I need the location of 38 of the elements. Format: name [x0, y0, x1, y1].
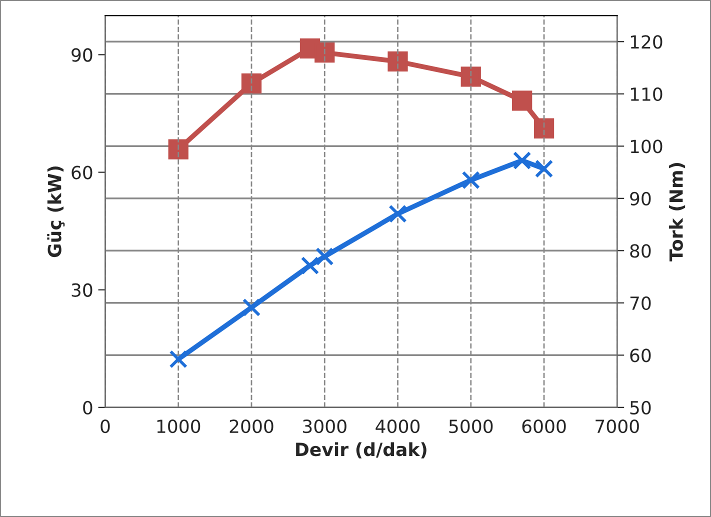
- y-tick-label: 30: [72, 283, 92, 297]
- y-axis-title: Güç (kW): [47, 166, 65, 258]
- point: [315, 247, 334, 266]
- y2-tick-label: 50: [630, 400, 651, 415]
- point: [388, 51, 408, 72]
- x-tick-label: 7000: [596, 420, 639, 434]
- y2-tick-label: 110: [630, 87, 662, 102]
- x-tick-label: 4000: [376, 420, 420, 434]
- point: [534, 118, 554, 138]
- y-tick-label: 0: [83, 400, 92, 415]
- x-tick-label: 2000: [230, 420, 274, 434]
- point: [460, 66, 481, 87]
- y-tick-label: 60: [72, 166, 92, 180]
- x-tick-label: 5000: [449, 420, 493, 434]
- x-tick-label: 6000: [522, 420, 566, 434]
- point: [169, 350, 188, 368]
- y2-tick-label: 80: [630, 244, 651, 258]
- point: [242, 298, 261, 317]
- y-tick-label: 90: [72, 48, 92, 62]
- point: [388, 204, 407, 223]
- y2-tick-label: 70: [630, 296, 651, 310]
- x-tick-label: 3000: [303, 420, 346, 434]
- point: [512, 151, 532, 170]
- point: [300, 256, 320, 275]
- point: [462, 170, 480, 190]
- x-axis-title: Devir (d/dak): [296, 442, 426, 458]
- x-tick-label: 1000: [157, 420, 200, 434]
- point: [534, 160, 554, 178]
- point: [512, 90, 532, 111]
- y2-tick-label: 60: [630, 348, 651, 362]
- point: [168, 139, 188, 160]
- point: [314, 42, 335, 63]
- y2-tick-label: 90: [630, 192, 651, 206]
- y2-axis-title: Tork (Nm): [668, 163, 686, 262]
- y2-tick-label: 120: [630, 35, 662, 49]
- y2-tick-label: 100: [630, 140, 662, 154]
- x-tick-label: 0: [100, 420, 110, 434]
- point: [241, 73, 262, 94]
